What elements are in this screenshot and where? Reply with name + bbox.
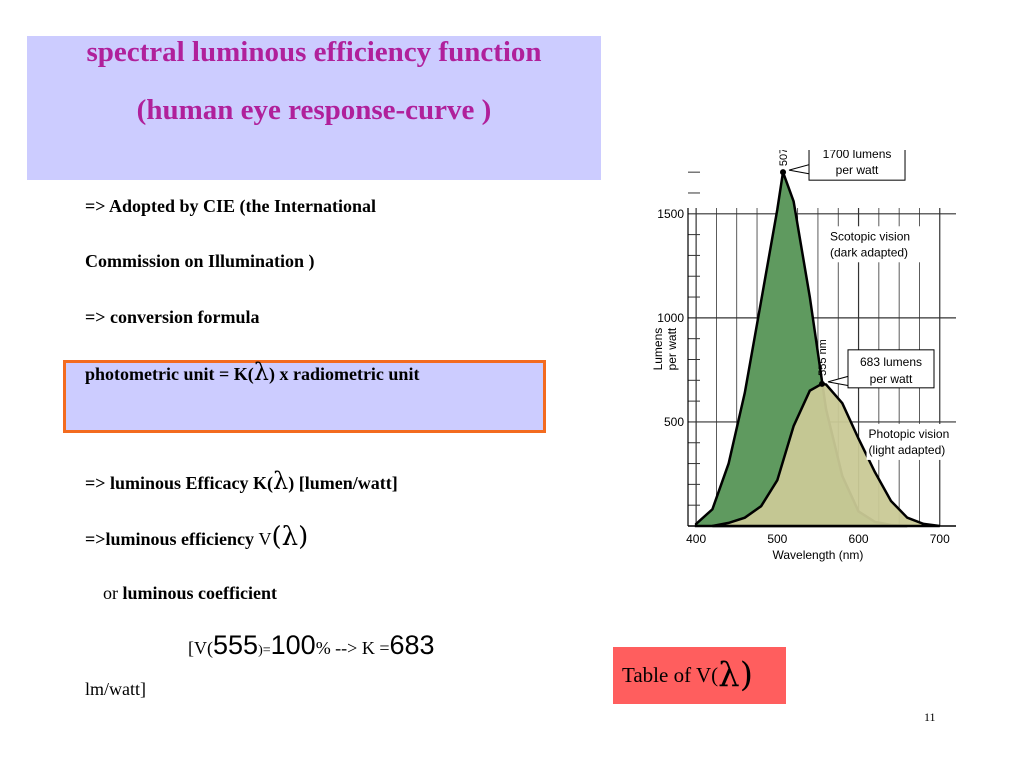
efficacy-line: => luminous Efficacy K(λ) [lumen/watt] — [85, 467, 398, 495]
title-line-1: spectral luminous efficiency function — [86, 36, 542, 68]
x-tick-label: 600 — [849, 532, 869, 546]
annotation-per-watt-1: per watt — [836, 163, 879, 177]
formula-highlight-box — [63, 360, 546, 433]
luminous-efficiency-chart: 400 500 600 700 500 1000 1500 Wavelength (nm) Lu… — [651, 150, 967, 562]
photopic-curve — [712, 382, 940, 528]
peak-photopic-marker — [819, 380, 825, 387]
annotation-555nm: 555 nm — [817, 339, 829, 376]
title-box: spectral luminous efficiency function (h… — [27, 36, 601, 180]
efficiency-lambda: (λ) — [271, 522, 309, 552]
x-axis-label: Wavelength (nm) — [772, 548, 863, 562]
formula-left: photometric unit = K( — [85, 364, 254, 384]
formula-right: ) x radiometric unit — [268, 364, 420, 384]
x-tick-label: 400 — [686, 532, 706, 546]
label-bg-scotopic — [828, 226, 938, 263]
table-button-close: ) — [739, 655, 753, 695]
efficacy-right: ) [lumen/watt] — [288, 473, 398, 493]
x-tick-label: 700 — [930, 532, 950, 546]
y-tick-label: 500 — [664, 415, 684, 429]
v555-open: [V( — [188, 638, 213, 658]
formula-line: photometric unit = K(λ) x radiometric un… — [85, 358, 419, 386]
y-axis-label-line1: Lumens — [651, 328, 665, 371]
table-button-label: Table of V( — [622, 663, 719, 687]
annotation-light-adapted: (light adapted) — [869, 443, 946, 457]
callout-pointer-683 — [827, 375, 851, 387]
annotation-per-watt-2: per watt — [870, 372, 913, 386]
text-adopted-by-cie: => Adopted by CIE (the International — [85, 196, 377, 216]
k-value: 683 — [389, 630, 435, 660]
annotation-1700-lumens: 1700 lumens — [823, 150, 892, 161]
page-number: 11 — [924, 710, 936, 724]
text-conversion-formula: => conversion formula — [85, 307, 260, 327]
annotation-683-lumens: 683 lumens — [860, 355, 922, 369]
y-tick-label: 1000 — [657, 311, 684, 325]
callout-box-1700 — [808, 150, 906, 181]
coefficient-label: luminous coefficient — [122, 583, 278, 603]
table-button-lambda: λ — [718, 655, 740, 695]
lambda-symbol: λ — [253, 358, 269, 386]
title-line-2: (human eye response-curve ) — [136, 94, 492, 126]
efficiency-v: V — [258, 529, 272, 549]
coefficient-line: or luminous coefficient — [103, 583, 277, 604]
annotation-photopic: Photopic vision — [869, 427, 950, 441]
label-bg-photopic — [866, 423, 967, 460]
callout-pointer-1700 — [788, 163, 812, 175]
chart-annotations: 507 nm 1700 lumens per watt Scotopic vision… — [778, 150, 967, 460]
annotation-scotopic: Scotopic vision — [830, 229, 910, 243]
efficiency-label: =>luminous efficiency — [85, 529, 259, 549]
efficacy-left: => luminous Efficacy K( — [85, 473, 274, 493]
unit-text: lm/watt] — [85, 679, 146, 699]
v555-line: [V(555)=100% --> K =683 — [188, 630, 435, 661]
x-tick-label: 500 — [767, 532, 787, 546]
y-tick-label: 1500 — [657, 207, 684, 221]
coefficient-or: or — [103, 583, 123, 603]
text-commission: Commission on Illumination ) — [85, 251, 315, 271]
lambda-symbol: λ — [273, 467, 289, 495]
v555-wavelength: 555 — [213, 630, 259, 660]
peak-scotopic-marker — [780, 169, 787, 176]
v555-arrow: % --> K = — [315, 638, 390, 658]
efficiency-line: =>luminous efficiency V(λ) — [85, 522, 308, 552]
callout-box-683 — [847, 349, 935, 389]
annotation-dark-adapted: (dark adapted) — [830, 245, 908, 259]
y-axis-label-line2: per watt — [665, 327, 679, 370]
v555-value: 100 — [270, 630, 316, 660]
chart-axes: 400 500 600 700 500 1000 1500 Wavelength (nm) Lu… — [651, 207, 956, 562]
v555-eq: )= — [258, 643, 271, 658]
annotation-507nm: 507 nm — [778, 150, 790, 166]
table-of-v-button[interactable]: Table of V(λ) — [613, 647, 786, 704]
